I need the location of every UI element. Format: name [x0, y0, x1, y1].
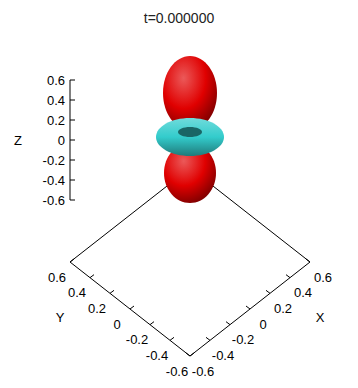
- svg-text:0.4: 0.4: [47, 93, 65, 108]
- svg-text:-0.2: -0.2: [43, 153, 65, 168]
- svg-text:0: 0: [259, 317, 266, 332]
- svg-text:Z: Z: [14, 133, 22, 148]
- svg-text:-0.6: -0.6: [166, 364, 188, 379]
- svg-text:-0.4: -0.4: [212, 348, 234, 363]
- svg-text:X: X: [316, 310, 325, 325]
- svg-text:0.4: 0.4: [68, 285, 86, 300]
- svg-text:-0.6: -0.6: [43, 193, 65, 208]
- svg-text:-0.4: -0.4: [43, 173, 65, 188]
- svg-text:0: 0: [58, 133, 65, 148]
- svg-text:0: 0: [113, 317, 120, 332]
- svg-text:0.6: 0.6: [314, 270, 332, 285]
- svg-text:0.6: 0.6: [47, 73, 65, 88]
- svg-text:0.2: 0.2: [274, 301, 292, 316]
- svg-text:-0.2: -0.2: [232, 332, 254, 347]
- svg-text:0.2: 0.2: [47, 113, 65, 128]
- svg-text:t=0.000000: t=0.000000: [144, 10, 215, 26]
- svg-text:0.6: 0.6: [48, 270, 66, 285]
- svg-text:-0.6: -0.6: [192, 364, 214, 379]
- svg-text:-0.4: -0.4: [146, 348, 168, 363]
- svg-text:Y: Y: [56, 310, 65, 325]
- svg-text:0.4: 0.4: [294, 285, 312, 300]
- svg-text:-0.2: -0.2: [126, 332, 148, 347]
- svg-text:0.2: 0.2: [88, 301, 106, 316]
